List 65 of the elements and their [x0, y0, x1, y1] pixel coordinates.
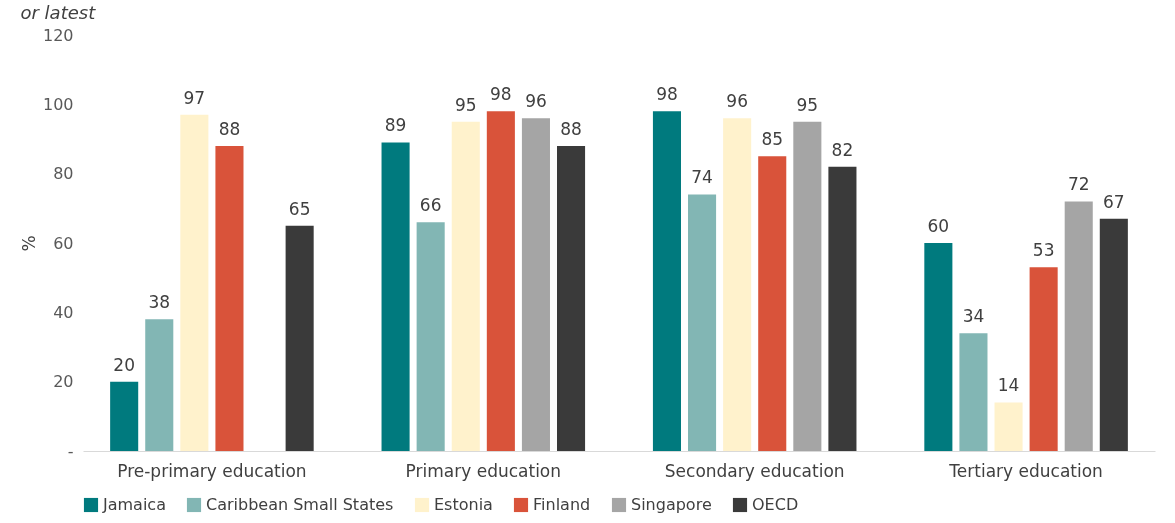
x-tick-label: Primary education: [405, 460, 562, 481]
bar: [959, 333, 988, 451]
y-tick-label: 100: [42, 94, 74, 114]
data-label: 53: [1032, 240, 1055, 261]
bar: [723, 118, 752, 451]
data-label: 20: [113, 354, 135, 375]
data-label: 97: [183, 87, 206, 108]
bar: [285, 225, 314, 451]
data-label: 88: [560, 118, 582, 139]
y-tick-label: -: [67, 441, 74, 461]
data-label: 88: [218, 118, 241, 139]
chart-subtitle: or latest: [20, 2, 97, 23]
bar: [557, 145, 586, 451]
bar: [180, 114, 209, 451]
data-label: 95: [796, 94, 819, 115]
legend-label: Singapore: [631, 495, 712, 514]
data-label: 82: [831, 139, 854, 160]
data-label: 98: [656, 84, 678, 105]
bar: [1064, 201, 1093, 451]
data-label: 38: [148, 292, 171, 313]
legend-label: Finland: [533, 495, 591, 514]
y-tick-label: 20: [53, 372, 74, 392]
data-label: 85: [761, 129, 784, 150]
x-tick-label: Tertiary education: [948, 460, 1103, 481]
x-tick-label: Secondary education: [664, 460, 845, 481]
y-tick-label: 120: [42, 25, 74, 45]
data-label: 72: [1067, 174, 1090, 195]
bar: [521, 118, 550, 451]
y-tick-label: 40: [53, 302, 74, 322]
bar: [1029, 267, 1058, 451]
data-label: 74: [691, 167, 713, 188]
data-label: 14: [997, 375, 1020, 396]
legend-label: Caribbean Small States: [206, 495, 394, 514]
bar: [145, 319, 174, 451]
data-label: 66: [419, 195, 442, 216]
bar: [1099, 218, 1128, 451]
y-tick-label: 60: [53, 233, 74, 253]
bar: [924, 243, 953, 451]
data-label: 96: [525, 91, 547, 112]
legend-label: Estonia: [434, 495, 493, 514]
bar: [758, 156, 787, 451]
bar: [793, 121, 822, 451]
bar: [486, 111, 515, 451]
data-label: 98: [490, 84, 512, 105]
bar: [652, 111, 681, 451]
bar: [416, 222, 445, 451]
data-label: 96: [726, 91, 748, 112]
data-label: 34: [962, 306, 985, 327]
bar: [994, 402, 1023, 451]
data-label: 67: [1103, 191, 1125, 212]
legend-label: Jamaica: [102, 495, 166, 514]
data-label: 60: [927, 216, 950, 236]
bar: [688, 194, 717, 451]
legend-label: OECD: [752, 495, 799, 514]
data-label: 95: [454, 94, 477, 115]
bar: [828, 166, 857, 451]
x-tick-label: Pre-primary education: [117, 460, 307, 481]
bar: [215, 145, 244, 451]
bar: [381, 142, 410, 451]
y-tick-label: 80: [53, 164, 74, 184]
y-axis-title: %: [18, 235, 39, 252]
bar: [451, 121, 480, 451]
data-label: 89: [384, 115, 407, 136]
data-label: 65: [288, 198, 311, 219]
bar: [110, 381, 139, 451]
